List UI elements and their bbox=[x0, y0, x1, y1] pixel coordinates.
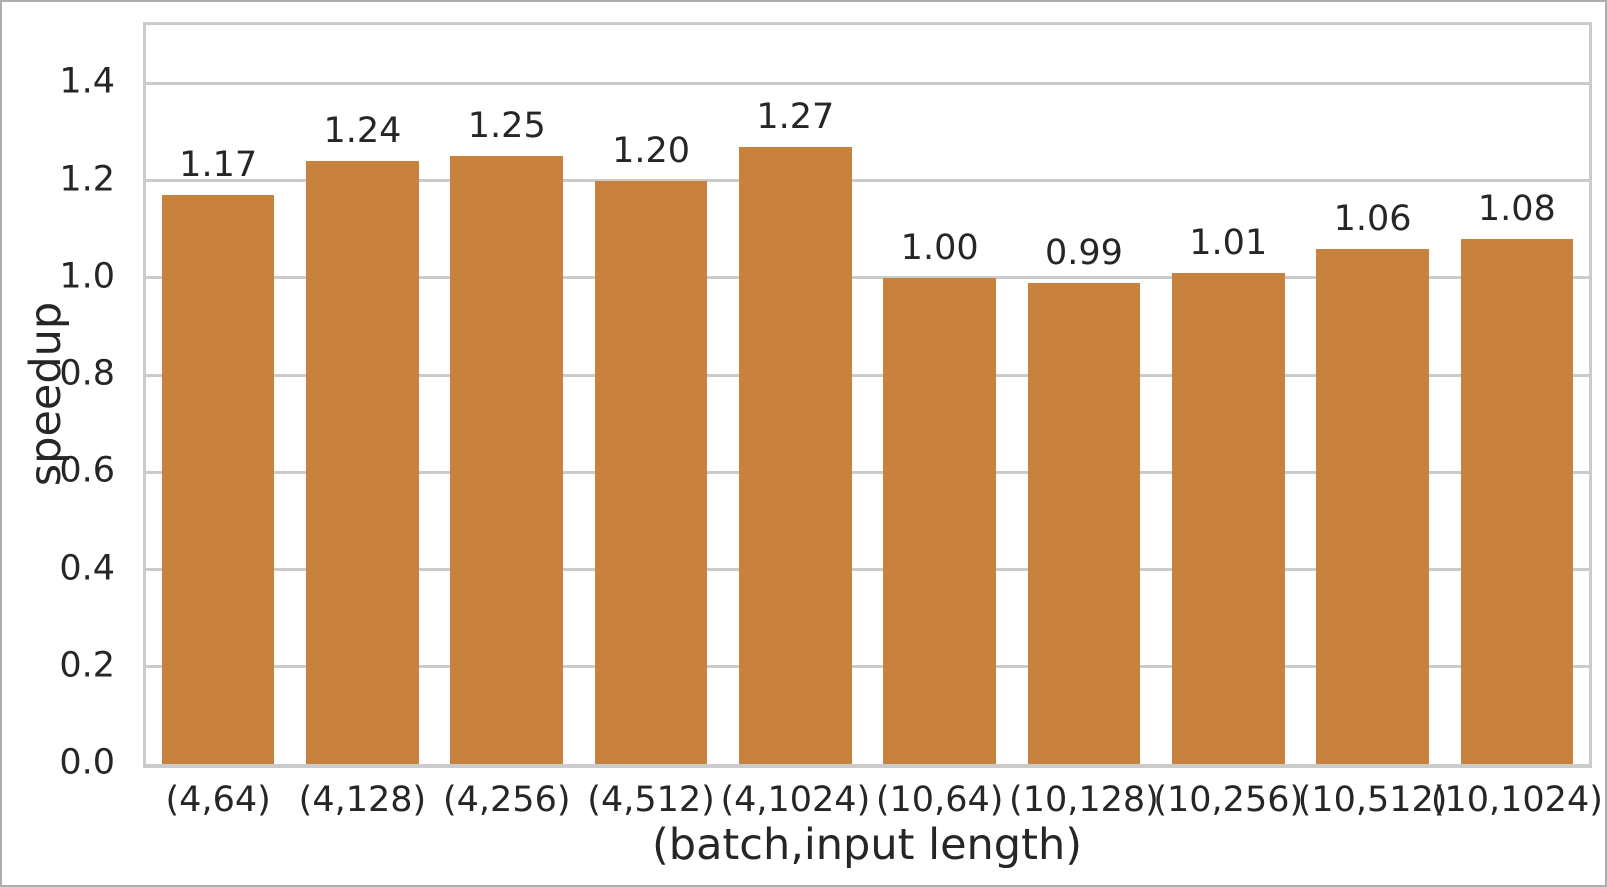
bar bbox=[1027, 282, 1141, 764]
grid-layer bbox=[146, 25, 1589, 764]
gridline bbox=[146, 470, 1589, 474]
x-tick-label: (10,64) bbox=[875, 780, 1004, 820]
bar-value-label: 1.08 bbox=[1477, 188, 1556, 229]
x-tick-label: (4,128) bbox=[298, 780, 427, 820]
bar-value-label: 1.24 bbox=[323, 111, 402, 152]
bar bbox=[1316, 248, 1429, 764]
bar bbox=[1460, 238, 1574, 764]
y-tick-label: 1.0 bbox=[59, 256, 115, 297]
bar bbox=[1171, 272, 1285, 764]
bar-value-label: 1.06 bbox=[1333, 198, 1412, 239]
y-tick-label: 0.4 bbox=[59, 547, 115, 588]
x-tick-label: (4,64) bbox=[165, 780, 271, 820]
bar-value-label: 1.27 bbox=[756, 96, 835, 137]
y-tick-label: 0.8 bbox=[59, 353, 115, 394]
x-tick-label: (10,256) bbox=[1153, 780, 1304, 820]
bar-value-label: 1.25 bbox=[467, 106, 546, 147]
gridline bbox=[146, 373, 1589, 377]
gridline bbox=[146, 179, 1589, 183]
bar bbox=[739, 146, 852, 764]
y-tick-label: 1.2 bbox=[59, 158, 115, 199]
y-tick-label: 1.4 bbox=[59, 61, 115, 102]
x-tick-label: (10,128) bbox=[1009, 780, 1159, 820]
bar-value-label: 1.20 bbox=[612, 130, 691, 171]
bar bbox=[450, 156, 564, 764]
bars-layer bbox=[146, 25, 1589, 764]
x-axis-label: (batch,input length) bbox=[652, 820, 1082, 870]
gridline bbox=[146, 568, 1589, 572]
bar bbox=[161, 195, 275, 764]
x-tick-label: (4,256) bbox=[442, 780, 571, 820]
bar-value-label: 1.00 bbox=[900, 227, 979, 268]
x-tick-label: (10,1024) bbox=[1430, 780, 1603, 820]
bar-value-label: 0.99 bbox=[1044, 232, 1123, 273]
x-tick-label: (10,512) bbox=[1297, 780, 1448, 820]
bar bbox=[883, 277, 996, 764]
x-tick-label: (4,1024) bbox=[720, 780, 871, 820]
gridline bbox=[146, 665, 1589, 669]
bar bbox=[306, 161, 419, 764]
y-tick-label: 0.6 bbox=[59, 450, 115, 491]
gridline bbox=[146, 81, 1589, 85]
gridline bbox=[146, 276, 1589, 280]
y-tick-label: 0.2 bbox=[59, 645, 115, 686]
bar-value-label: 1.17 bbox=[179, 145, 258, 186]
bar-value-labels: 1.17 1.24 1.25 1.20 1.27 1.00 0.99 1.01 1.06 1.08 bbox=[146, 25, 1589, 764]
x-tick-label: (4,512) bbox=[587, 780, 715, 820]
bar bbox=[594, 180, 708, 764]
bar-value-label: 1.01 bbox=[1189, 222, 1268, 263]
plot-area: 1.17 1.24 1.25 1.20 1.27 1.00 0.99 1.01 1.06 1.08 bbox=[143, 22, 1592, 768]
y-tick-label: 0.0 bbox=[59, 742, 115, 783]
